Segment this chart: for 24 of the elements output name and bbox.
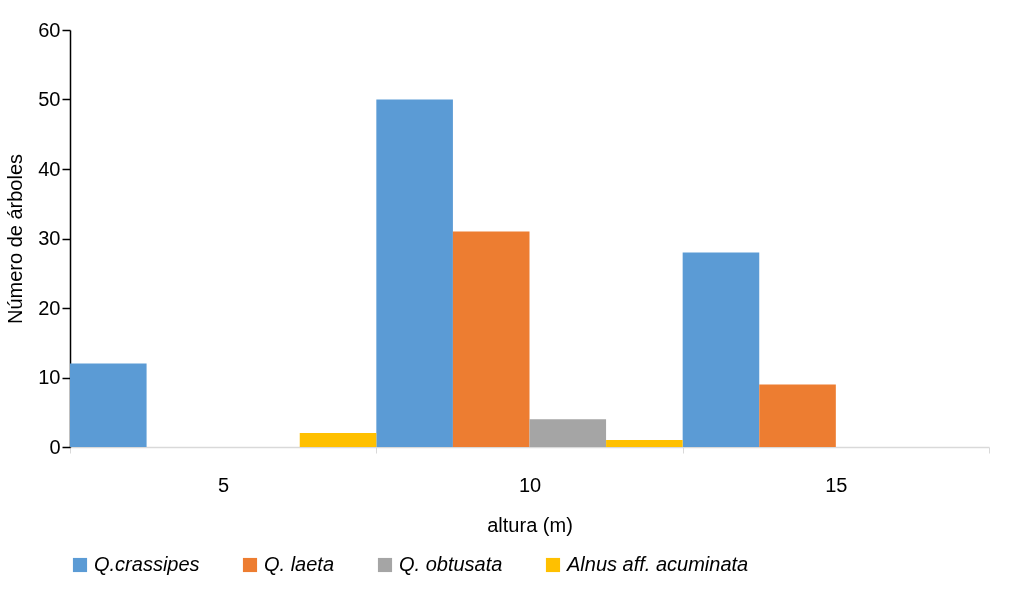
y-tick-label: 20 [38,296,61,319]
bar [759,384,836,447]
y-tick-label: 40 [38,157,61,180]
y-tick-label: 50 [38,88,61,110]
bar [376,99,453,447]
y-axis-title: Número de árboles [4,153,27,325]
legend-label: Q.crassipes [94,553,200,575]
y-tick-label: 30 [38,227,61,249]
legend-label: Alnus aff. acuminata [566,553,749,575]
y-tick-label: 60 [38,18,61,41]
bar [606,440,683,447]
legend-label: Q. laeta [264,553,335,575]
x-tick-label: 10 [518,473,542,496]
legend-label: Q. obtusata [399,553,503,575]
y-tick-label: 0 [49,435,61,458]
x-tick-label: 15 [825,473,848,496]
bar [299,433,377,447]
bar [70,363,147,447]
bar [452,231,530,447]
bar [529,419,607,447]
y-tick-label: 10 [38,366,61,388]
x-axis-title: altura (m) [487,513,573,536]
bar [682,252,760,447]
x-tick-label: 5 [218,473,230,496]
